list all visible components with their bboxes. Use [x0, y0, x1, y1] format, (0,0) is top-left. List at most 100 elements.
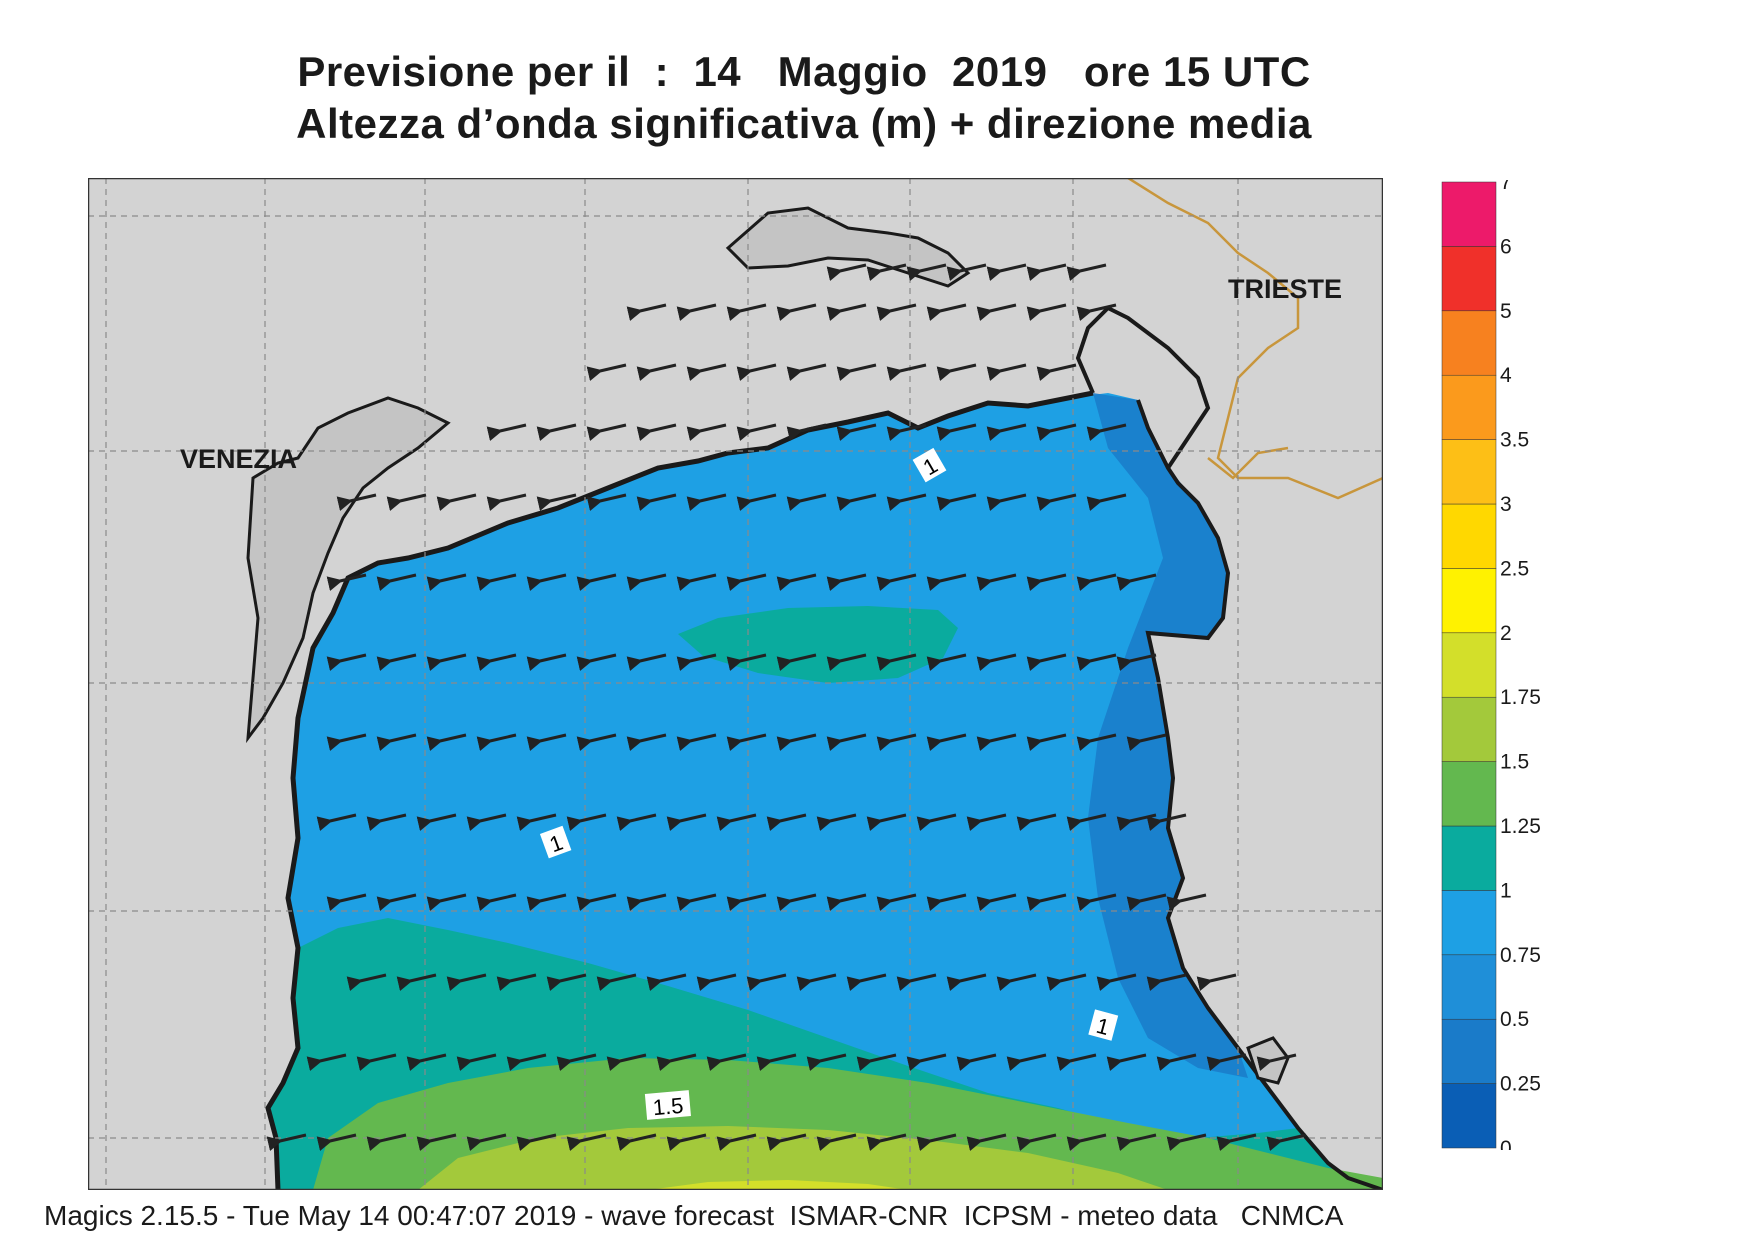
legend-tick-label: 5: [1500, 300, 1512, 323]
wave-direction-arrow: [856, 1053, 897, 1072]
wave-direction-arrow: [726, 733, 767, 752]
legend-tick-label: 0.5: [1500, 1008, 1529, 1031]
wave-direction-arrow: [996, 973, 1037, 992]
map-title-line1: Previsione per il : 14 Maggio 2019 ore 1…: [297, 48, 1311, 95]
svg-text:1.5: 1.5: [652, 1093, 685, 1121]
contour-label: 1.5: [644, 1090, 691, 1121]
wave-direction-arrow: [1046, 973, 1087, 992]
wave-direction-arrow: [1146, 973, 1187, 992]
wave-direction-arrow: [1096, 973, 1137, 992]
wave-direction-arrow: [1196, 973, 1237, 992]
wave-direction-arrow: [1036, 423, 1077, 442]
legend-tick-label: 2: [1500, 622, 1512, 645]
wave-direction-arrow: [1116, 653, 1157, 672]
wave-direction-arrow: [676, 303, 717, 322]
wave-direction-arrow: [676, 893, 717, 912]
wave-direction-arrow: [576, 653, 617, 672]
wave-direction-arrow: [436, 493, 477, 512]
wave-height-map: 1 1 1 1.5 VENEZIA TRIESTE: [88, 178, 1383, 1190]
wave-direction-arrow: [986, 363, 1027, 382]
wave-direction-arrow: [666, 813, 707, 832]
wave-direction-arrow: [1086, 493, 1127, 512]
wave-direction-arrow: [526, 733, 567, 752]
wave-direction-arrow: [596, 973, 637, 992]
legend-tick-label: 3: [1500, 493, 1512, 516]
wave-direction-arrow: [616, 1133, 657, 1152]
wave-direction-arrow: [676, 653, 717, 672]
wave-direction-arrow: [1256, 1053, 1297, 1072]
wave-direction-arrow: [826, 263, 867, 282]
wave-direction-arrow: [506, 1053, 547, 1072]
wave-direction-arrow: [306, 1053, 347, 1072]
wave-direction-arrow: [626, 303, 667, 322]
wave-direction-arrow: [956, 1053, 997, 1072]
wave-direction-arrow: [1126, 733, 1167, 752]
wave-direction-arrow: [576, 573, 617, 592]
wave-direction-arrow: [406, 1053, 447, 1072]
wave-direction-arrow: [476, 573, 517, 592]
wave-direction-arrow: [726, 893, 767, 912]
legend-swatch: [1441, 439, 1497, 505]
wave-direction-arrow: [936, 493, 977, 512]
wave-direction-arrow: [476, 653, 517, 672]
political-border-2: [1207, 446, 1289, 480]
wave-direction-arrow: [926, 573, 967, 592]
wave-direction-arrow: [1166, 1133, 1207, 1152]
footer-credits: Magics 2.15.5 - Tue May 14 00:47:07 2019…: [44, 1200, 1344, 1231]
wave-direction-arrow: [1266, 1133, 1307, 1152]
wave-direction-arrow: [736, 363, 777, 382]
wave-direction-arrow: [756, 1053, 797, 1072]
wave-direction-arrow: [676, 573, 717, 592]
wave-direction-arrow: [1036, 363, 1077, 382]
contour-label: 1: [1088, 1009, 1119, 1041]
wave-direction-arrow: [866, 1133, 907, 1152]
wave-direction-arrow: [926, 733, 967, 752]
wave-direction-arrow: [486, 423, 527, 442]
wave-direction-arrow: [566, 1133, 607, 1152]
wave-direction-arrow: [336, 493, 377, 512]
wave-direction-arrow: [876, 573, 917, 592]
wave-direction-arrow: [666, 1133, 707, 1152]
wave-direction-arrow: [326, 893, 367, 912]
wave-direction-arrow: [726, 573, 767, 592]
wave-direction-arrow: [1066, 263, 1107, 282]
wave-direction-arrow: [1026, 573, 1067, 592]
wave-direction-arrow: [916, 813, 957, 832]
wave-direction-arrow: [326, 653, 367, 672]
legend-swatch: [1441, 1083, 1497, 1149]
wave-direction-arrow: [726, 653, 767, 672]
wave-direction-arrow: [696, 973, 737, 992]
legend-swatch: [1441, 246, 1497, 312]
wave-direction-arrow: [826, 573, 867, 592]
wave-direction-arrow: [1116, 573, 1157, 592]
wave-direction-arrow: [806, 1053, 847, 1072]
wave-direction-arrow: [1026, 263, 1067, 282]
wave-direction-arrow: [1026, 303, 1067, 322]
wave-direction-arrow: [616, 813, 657, 832]
legend-swatch: [1441, 825, 1497, 891]
contour-label: 1: [912, 447, 947, 483]
wave-direction-arrow: [976, 303, 1017, 322]
wave-direction-arrow: [446, 973, 487, 992]
wave-direction-arrow: [516, 813, 557, 832]
wave-direction-arrow: [866, 813, 907, 832]
wave-direction-arrow: [866, 263, 907, 282]
wave-direction-arrow: [586, 423, 627, 442]
wave-direction-arrow: [466, 813, 507, 832]
wave-direction-arrow: [826, 303, 867, 322]
wave-direction-arrow: [556, 1053, 597, 1072]
city-label-venezia: VENEZIA: [180, 444, 297, 474]
wave-direction-arrow: [1156, 1053, 1197, 1072]
wave-direction-arrow: [646, 973, 687, 992]
wave-direction-arrow: [566, 813, 607, 832]
wave-direction-arrow: [326, 733, 367, 752]
wave-direction-arrow: [686, 493, 727, 512]
wave-direction-arrow: [766, 1133, 807, 1152]
wave-direction-arrow: [686, 363, 727, 382]
wave-direction-arrow: [966, 1133, 1007, 1152]
wave-direction-arrow: [876, 893, 917, 912]
legend-swatch: [1441, 568, 1497, 634]
coastline-italy-west: [265, 390, 1094, 1190]
wave-direction-arrow: [786, 493, 827, 512]
wave-direction-arrow: [1076, 303, 1117, 322]
